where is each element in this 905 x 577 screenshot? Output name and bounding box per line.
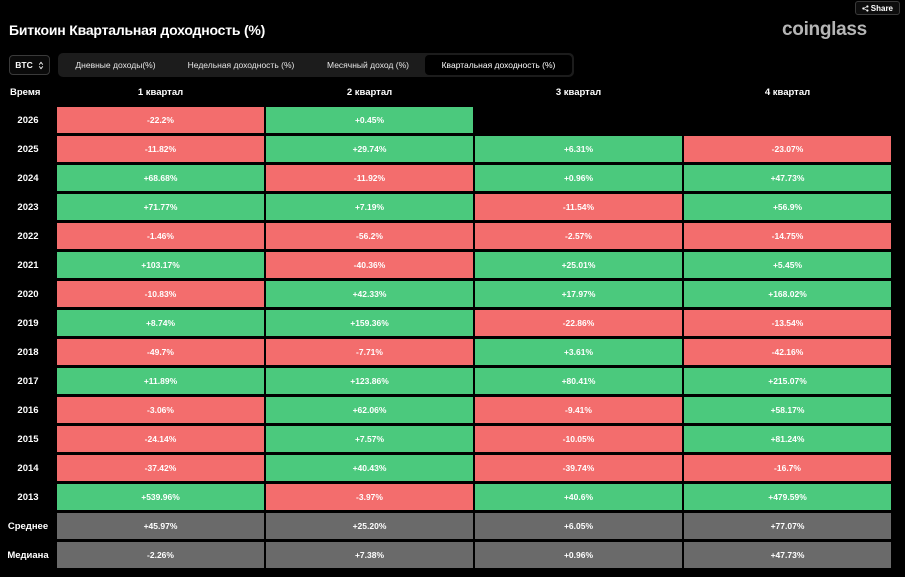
summary-cell[interactable]: +77.07% (684, 513, 891, 539)
asset-selector-value: BTC (15, 60, 33, 70)
column-header-q2[interactable]: 2 квартал (346, 87, 393, 98)
return-cell[interactable]: +80.41% (475, 368, 682, 394)
return-cell[interactable]: -3.06% (57, 397, 264, 423)
row-label-year: 2021 (17, 259, 39, 271)
return-cell[interactable]: -42.16% (684, 339, 891, 365)
share-label: Share (870, 3, 893, 13)
return-cell[interactable]: -37.42% (57, 455, 264, 481)
page-title: Биткоин Квартальная доходность (%) (9, 22, 266, 38)
row-label-year: 2022 (17, 230, 39, 242)
return-cell[interactable]: +6.31% (475, 136, 682, 162)
return-cell[interactable]: +103.17% (57, 252, 264, 278)
return-cell[interactable]: +40.6% (475, 484, 682, 510)
row-label-year: 2017 (17, 375, 39, 387)
summary-row-label: Среднее (7, 520, 49, 532)
return-cell[interactable]: +479.59% (684, 484, 891, 510)
return-cell[interactable]: -2.57% (475, 223, 682, 249)
row-label-year: 2024 (17, 172, 39, 184)
return-cell[interactable]: +11.89% (57, 368, 264, 394)
tab-daily-returns[interactable]: Дневные доходы(%) (75, 60, 156, 70)
return-cell[interactable]: +40.43% (266, 455, 473, 481)
brand-logo: coinglass (782, 19, 867, 40)
return-cell[interactable]: +3.61% (475, 339, 682, 365)
summary-cell[interactable]: +7.38% (266, 542, 473, 568)
return-cell[interactable]: -22.86% (475, 310, 682, 336)
return-cell[interactable]: +7.19% (266, 194, 473, 220)
return-cell[interactable]: +58.17% (684, 397, 891, 423)
return-cell[interactable]: +25.01% (475, 252, 682, 278)
summary-cell[interactable]: -2.26% (57, 542, 264, 568)
return-cell[interactable]: +8.74% (57, 310, 264, 336)
return-cell[interactable]: +7.57% (266, 426, 473, 452)
return-cell[interactable]: -3.97% (266, 484, 473, 510)
return-cell[interactable]: -49.7% (57, 339, 264, 365)
row-label-year: 2020 (17, 288, 39, 300)
row-label-year: 2015 (17, 433, 39, 445)
return-cell[interactable]: +0.96% (475, 165, 682, 191)
summary-cell[interactable]: +25.20% (266, 513, 473, 539)
return-cell[interactable]: -22.2% (57, 107, 264, 133)
return-cell[interactable]: +42.33% (266, 281, 473, 307)
row-label-year: 2014 (17, 462, 39, 474)
row-label-year: 2013 (17, 491, 39, 503)
return-cell[interactable]: -11.54% (475, 194, 682, 220)
summary-cell[interactable]: +45.97% (57, 513, 264, 539)
column-header-q3[interactable]: 3 квартал (555, 87, 602, 98)
return-period-tabs: Дневные доходы(%) Недельная доходность (… (58, 53, 574, 77)
return-cell[interactable]: +29.74% (266, 136, 473, 162)
return-cell[interactable]: -13.54% (684, 310, 891, 336)
row-label-year: 2018 (17, 346, 39, 358)
column-header-q4[interactable]: 4 квартал (764, 87, 811, 98)
row-label-year: 2016 (17, 404, 39, 416)
return-cell[interactable]: -16.7% (684, 455, 891, 481)
return-cell[interactable]: -11.82% (57, 136, 264, 162)
tab-weekly-returns[interactable]: Недельная доходность (%) (187, 60, 295, 70)
return-cell[interactable]: -7.71% (266, 339, 473, 365)
row-label-year: 2025 (17, 143, 39, 155)
return-cell[interactable]: +71.77% (57, 194, 264, 220)
summary-row-label: Медиана (7, 549, 49, 561)
return-cell[interactable]: +62.06% (266, 397, 473, 423)
row-label-year: 2023 (17, 201, 39, 213)
return-cell[interactable]: -24.14% (57, 426, 264, 452)
return-cell[interactable]: +47.73% (684, 165, 891, 191)
summary-cell[interactable]: +0.96% (475, 542, 682, 568)
return-cell[interactable]: +17.97% (475, 281, 682, 307)
column-header-q1[interactable]: 1 квартал (137, 87, 184, 98)
return-cell[interactable]: +0.45% (266, 107, 473, 133)
return-cell[interactable]: +215.07% (684, 368, 891, 394)
return-cell[interactable]: +159.36% (266, 310, 473, 336)
return-cell[interactable]: +5.45% (684, 252, 891, 278)
column-header-time: Время (10, 87, 41, 98)
return-cell[interactable]: -56.2% (266, 223, 473, 249)
row-label-year: 2026 (17, 114, 39, 126)
sort-chevron-icon (38, 61, 43, 69)
share-button[interactable]: Share (855, 1, 900, 15)
return-cell[interactable]: -40.36% (266, 252, 473, 278)
asset-selector[interactable]: BTC (9, 55, 50, 75)
return-cell[interactable]: +539.96% (57, 484, 264, 510)
row-label-year: 2019 (17, 317, 39, 329)
return-cell[interactable]: +123.86% (266, 368, 473, 394)
return-cell[interactable]: -14.75% (684, 223, 891, 249)
share-icon (862, 4, 869, 12)
return-cell[interactable]: -39.74% (475, 455, 682, 481)
return-cell[interactable]: +68.68% (57, 165, 264, 191)
return-cell[interactable]: +168.02% (684, 281, 891, 307)
tab-monthly-returns[interactable]: Месячный доход (%) (327, 60, 409, 70)
return-cell[interactable]: -10.83% (57, 281, 264, 307)
return-cell[interactable]: -10.05% (475, 426, 682, 452)
return-cell[interactable]: +56.9% (684, 194, 891, 220)
return-cell[interactable]: +81.24% (684, 426, 891, 452)
return-cell[interactable]: -1.46% (57, 223, 264, 249)
return-cell[interactable]: -11.92% (266, 165, 473, 191)
return-cell[interactable]: -23.07% (684, 136, 891, 162)
tab-quarterly-returns[interactable]: Квартальная доходность (%) (425, 55, 572, 75)
summary-cell[interactable]: +47.73% (684, 542, 891, 568)
return-cell[interactable]: -9.41% (475, 397, 682, 423)
summary-cell[interactable]: +6.05% (475, 513, 682, 539)
